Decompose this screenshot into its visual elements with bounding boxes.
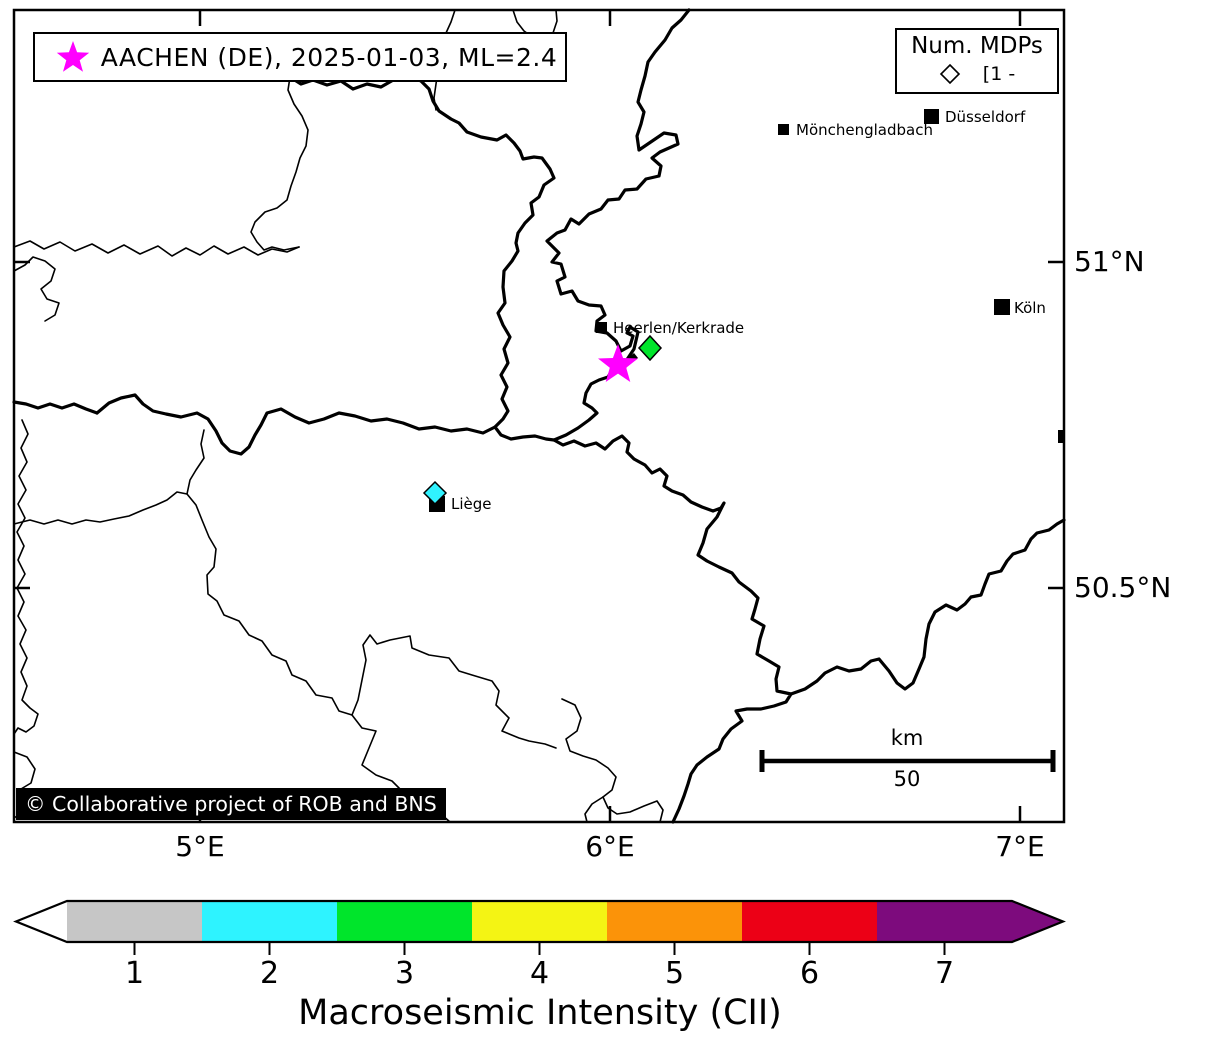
colorbar-segment-6 — [742, 901, 877, 942]
mdp-legend-box: Num. MDPs [1 - — [895, 28, 1059, 94]
epicenter-star — [598, 344, 638, 382]
colorbar-segment-1 — [67, 901, 202, 942]
credit-banner: © Collaborative project of ROB and BNS — [16, 788, 446, 820]
colorbar-tick-3: 3 — [394, 956, 415, 991]
colorbar-title: Macroseismic Intensity (CII) — [298, 993, 782, 1033]
city-square-duesseldorf — [924, 109, 939, 124]
colorbar-tick-6: 6 — [799, 956, 820, 991]
epicenter-star-icon — [56, 41, 90, 72]
colorbar-segment-5 — [607, 901, 742, 942]
colorbar-segment-4 — [472, 901, 607, 942]
colorbar-segment-7 — [877, 901, 1012, 942]
city-square-koeln — [994, 299, 1010, 315]
colorbar-tick-5: 5 — [664, 956, 685, 991]
colorbar-right-arrow — [1012, 901, 1063, 942]
event-legend-label: AACHEN (DE), 2025-01-03, ML=2.4 — [100, 42, 558, 72]
colorbar-tick-1: 1 — [124, 956, 145, 991]
mdp-bin-label: [1 - — [982, 63, 1016, 85]
open-diamond-icon — [939, 63, 960, 85]
city-label-koeln: Köln — [1014, 299, 1046, 317]
y-tick-label-50-5n: 50.5°N — [1074, 571, 1172, 604]
mdp-diamond-heerlen — [637, 334, 663, 362]
x-tick-label-6e: 6°E — [585, 830, 635, 863]
colorbar-ticks — [133, 942, 946, 955]
colorbar-outline — [13, 899, 1066, 944]
x-tick-label-7e: 7°E — [995, 830, 1045, 863]
scale-bar — [759, 750, 1056, 772]
city-square-moenchengladbach — [778, 124, 789, 135]
scale-bar-length: 50 — [893, 767, 921, 791]
colorbar-left-arrow — [16, 901, 67, 942]
scale-bar-unit: km — [890, 726, 924, 750]
colorbar-tick-4: 4 — [529, 956, 550, 991]
event-legend-box: AACHEN (DE), 2025-01-03, ML=2.4 — [33, 32, 567, 82]
city-square-edge-clipped — [1058, 430, 1064, 443]
colorbar-tick-2: 2 — [259, 956, 280, 991]
mdp-diamond-liege — [422, 480, 448, 506]
colorbar-tick-7: 7 — [934, 956, 955, 991]
colorbar — [13, 899, 1066, 955]
city-square-heerlen — [596, 322, 607, 333]
colorbar-segment-2 — [202, 901, 337, 942]
city-label-liege: Liège — [451, 495, 492, 513]
city-label-duesseldorf: Düsseldorf — [945, 108, 1026, 126]
y-tick-label-51n: 51°N — [1074, 245, 1145, 278]
mdp-legend-title: Num. MDPs — [911, 33, 1043, 59]
city-label-heerlen: Heerlen/Kerkrade — [613, 319, 745, 337]
colorbar-segment-3 — [337, 901, 472, 942]
x-tick-label-5e: 5°E — [175, 830, 225, 863]
country-borders — [12, 8, 1066, 824]
city-label-moenchengladbach: Mönchengladbach — [796, 121, 933, 139]
